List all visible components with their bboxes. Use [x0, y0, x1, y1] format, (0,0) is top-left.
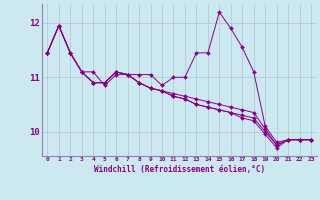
X-axis label: Windchill (Refroidissement éolien,°C): Windchill (Refroidissement éolien,°C) [94, 165, 265, 174]
